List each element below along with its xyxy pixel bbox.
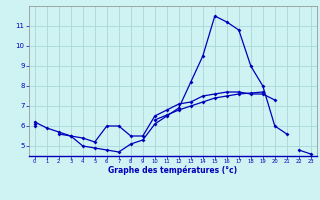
- X-axis label: Graphe des températures (°c): Graphe des températures (°c): [108, 166, 237, 175]
